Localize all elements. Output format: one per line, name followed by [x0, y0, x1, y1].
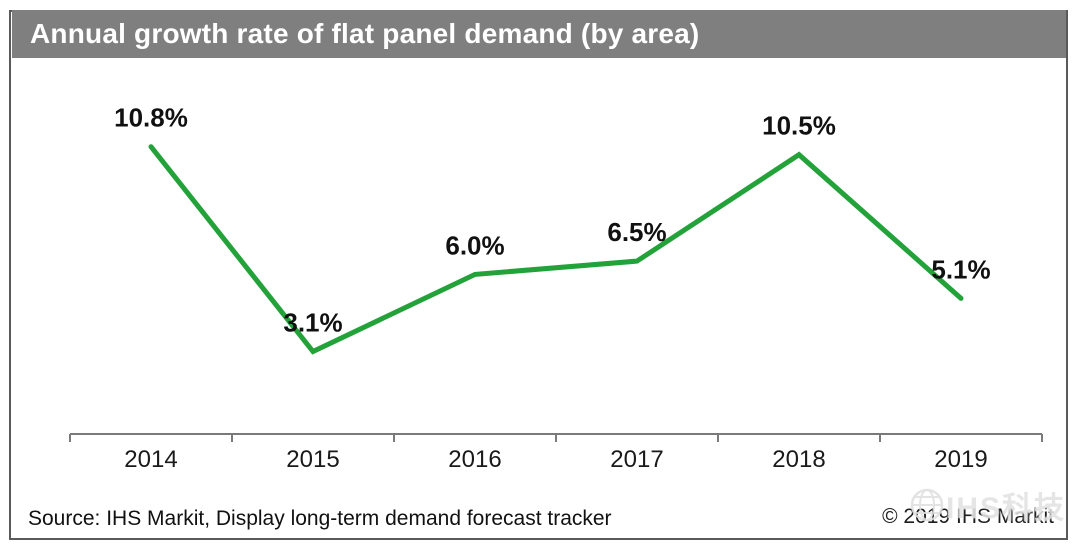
data-point-label: 5.1%: [931, 254, 990, 284]
data-point-label: 3.1%: [283, 308, 342, 338]
chart-header-bar: Annual growth rate of flat panel demand …: [12, 10, 1066, 58]
chart-border-frame: [9, 10, 1068, 540]
x-tick-label: 2019: [934, 446, 987, 473]
data-point-label: 6.0%: [445, 230, 504, 260]
growth-line: [148, 144, 964, 355]
x-tick-label: 2018: [772, 446, 825, 473]
x-tick-label: 2016: [448, 446, 501, 473]
x-tick-label: 2014: [124, 446, 177, 473]
source-note: Source: IHS Markit, Display long-term de…: [28, 507, 612, 530]
x-tick-label: 2015: [286, 446, 339, 473]
copyright-text: © 2019 IHS Markit: [882, 505, 1054, 528]
chart-title: Annual growth rate of flat panel demand …: [30, 18, 700, 49]
x-tick-label: 2017: [610, 446, 663, 473]
data-point-label: 10.8%: [114, 103, 188, 133]
data-point-label: 10.5%: [762, 111, 836, 141]
data-point-label: 6.5%: [607, 217, 666, 247]
